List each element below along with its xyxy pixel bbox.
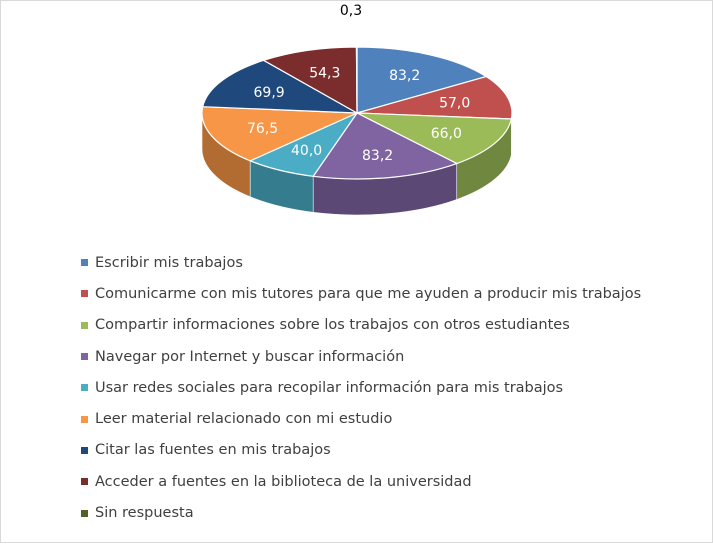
- legend-label: Navegar por Internet y buscar informació…: [95, 348, 405, 365]
- slice-6-leer-material: [201, 106, 358, 162]
- data-label-3: 66,0: [431, 126, 462, 142]
- legend-swatch: [81, 478, 88, 486]
- legend-label: Sin respuesta: [95, 505, 194, 522]
- legend-swatch: [81, 321, 88, 329]
- legend-swatch: [81, 415, 88, 423]
- slice-1-escribir-mis: [356, 46, 488, 114]
- legend-label: Comunicarme con mis tutores para que me …: [95, 285, 642, 302]
- pie-side-walls: [201, 112, 513, 216]
- legend: Escribir mis trabajos Comunicarme con mi…: [81, 247, 641, 529]
- legend-swatch: [81, 259, 88, 267]
- slice-3-compartir-informaciones: [356, 112, 513, 165]
- slice-4-navegar-por: [312, 112, 459, 180]
- data-label-6: 76,5: [247, 121, 278, 137]
- legend-swatch: [81, 446, 88, 454]
- data-label-2: 57,0: [439, 96, 470, 112]
- data-label-1: 83,2: [389, 68, 420, 84]
- data-label-8: 54,3: [309, 65, 340, 81]
- pie-slices: [201, 46, 513, 180]
- legend-item-biblioteca: Acceder a fuentes en la biblioteca de la…: [81, 466, 641, 497]
- legend-swatch: [81, 290, 88, 298]
- legend-swatch: [81, 384, 88, 392]
- legend-label: Usar redes sociales para recopilar infor…: [95, 379, 564, 396]
- legend-item-citar: Citar las fuentes en mis trabajos: [81, 435, 641, 466]
- data-labels: 83,2 57,0 66,0 83,2 40,0 76,5 69,9 54,3 0,3: [247, 3, 470, 164]
- legend-item-comunicarme: Comunicarme con mis tutores para que me …: [81, 278, 641, 309]
- legend-label: Acceder a fuentes en la biblioteca de la…: [95, 473, 472, 490]
- legend-label: Escribir mis trabajos: [95, 254, 243, 271]
- slice-2-comunicarme-con: [356, 75, 513, 120]
- legend-label: Compartir informaciones sobre los trabaj…: [95, 317, 570, 334]
- data-label-9: 0,3: [340, 3, 362, 19]
- slice-9-sin-respuesta: [355, 46, 358, 114]
- legend-swatch: [81, 353, 88, 361]
- legend-item-escribir: Escribir mis trabajos: [81, 247, 641, 278]
- data-label-5: 40,0: [291, 143, 322, 159]
- data-label-7: 69,9: [254, 85, 285, 101]
- slice-7-citar-las: [201, 59, 358, 114]
- legend-swatch: [81, 509, 88, 517]
- data-label-4: 83,2: [362, 148, 393, 164]
- legend-label: Leer material relacionado con mi estudio: [95, 411, 393, 428]
- legend-item-redes-sociales: Usar redes sociales para recopilar infor…: [81, 372, 641, 403]
- legend-label: Citar las fuentes en mis trabajos: [95, 442, 331, 459]
- slice-8-acceder-a: [262, 46, 358, 115]
- legend-item-sin-respuesta: Sin respuesta: [81, 497, 641, 528]
- legend-item-leer: Leer material relacionado con mi estudio: [81, 403, 641, 434]
- legend-item-compartir: Compartir informaciones sobre los trabaj…: [81, 310, 641, 341]
- legend-item-navegar: Navegar por Internet y buscar informació…: [81, 341, 641, 372]
